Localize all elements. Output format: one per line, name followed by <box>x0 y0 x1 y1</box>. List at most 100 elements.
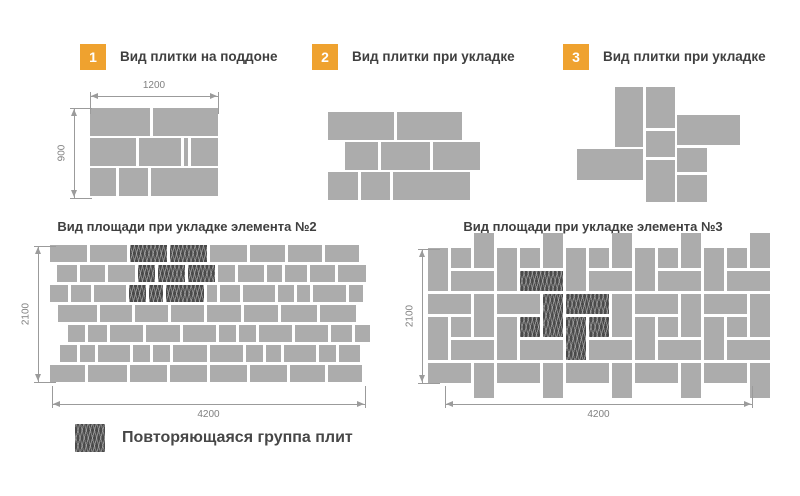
tile <box>50 365 85 382</box>
tile <box>325 245 359 262</box>
tile <box>259 325 292 342</box>
tile <box>677 175 707 202</box>
tile <box>90 108 150 136</box>
dim-label: 1200 <box>142 80 166 91</box>
dim-extension <box>52 386 53 408</box>
tile <box>428 363 471 383</box>
tile <box>250 245 285 262</box>
tile <box>393 172 470 200</box>
tile <box>173 345 207 362</box>
tile <box>646 131 675 157</box>
tile <box>290 365 325 382</box>
tile <box>750 363 770 398</box>
tile <box>474 363 494 398</box>
tile <box>451 317 471 337</box>
tile <box>243 285 275 302</box>
tile <box>266 345 281 362</box>
tile <box>278 285 294 302</box>
tile <box>50 285 68 302</box>
tile <box>451 248 471 268</box>
tile <box>133 345 150 362</box>
step-label-1: Вид плитки на поддоне <box>120 49 278 64</box>
tile <box>219 325 236 342</box>
tile-repeat-group <box>149 285 163 302</box>
step-label-3: Вид плитки при укладке <box>603 49 766 64</box>
dim-label: 2100 <box>404 304 416 328</box>
tile <box>250 365 287 382</box>
dim-arrow <box>53 401 60 407</box>
tile-repeat-group <box>520 271 563 291</box>
tile <box>80 345 95 362</box>
tile <box>589 248 609 268</box>
tile <box>677 115 740 145</box>
tile-repeat-group <box>188 265 215 282</box>
tile <box>497 317 517 360</box>
tile <box>520 340 563 360</box>
tile <box>244 305 278 322</box>
dim-extension <box>70 108 92 109</box>
tile <box>349 285 363 302</box>
tile <box>543 363 563 398</box>
tile <box>681 233 701 268</box>
tile <box>153 345 170 362</box>
tile <box>451 271 494 291</box>
dim-arrow <box>91 93 98 99</box>
dim-arrow <box>419 250 425 257</box>
tile <box>750 233 770 268</box>
tile <box>635 317 655 360</box>
dim-arrow <box>446 401 453 407</box>
dim-arrow <box>71 109 77 116</box>
tile <box>139 138 181 166</box>
dim-extension <box>34 246 56 247</box>
tile <box>295 325 328 342</box>
tile <box>88 365 127 382</box>
tile <box>635 248 655 291</box>
dim-extension <box>445 386 446 408</box>
tile <box>566 363 609 383</box>
tile <box>239 325 256 342</box>
tile <box>191 138 218 166</box>
tile <box>57 265 77 282</box>
tile <box>474 294 494 337</box>
tile <box>612 294 632 337</box>
tile <box>153 108 218 136</box>
tile <box>90 245 127 262</box>
step-badge-1: 1 <box>80 44 106 70</box>
dim-extension <box>365 386 366 408</box>
dim-label: 900 <box>56 144 68 162</box>
tile <box>110 325 143 342</box>
tile <box>184 138 188 166</box>
dim-label: 4200 <box>197 409 220 420</box>
dim-line <box>74 108 75 198</box>
tile <box>58 305 97 322</box>
tile <box>100 305 132 322</box>
area-title-element-3: Вид площади при укладке элемента №3 <box>463 219 723 234</box>
tile <box>497 363 540 383</box>
tile <box>281 305 317 322</box>
tile <box>428 294 471 314</box>
dim-arrow <box>35 374 41 381</box>
tile <box>635 363 678 383</box>
tile-repeat-group <box>566 294 609 314</box>
tile <box>207 305 241 322</box>
tile <box>433 142 480 170</box>
tile <box>135 305 168 322</box>
tile <box>727 340 770 360</box>
tile <box>428 248 448 291</box>
tile <box>285 265 307 282</box>
tile <box>328 172 358 200</box>
tile <box>220 285 240 302</box>
tile <box>497 294 540 314</box>
tile <box>497 248 517 291</box>
dim-extension <box>218 92 219 114</box>
dim-extension <box>34 382 56 383</box>
tile <box>658 317 678 337</box>
tile <box>319 345 336 362</box>
tile <box>207 285 217 302</box>
tile <box>288 245 322 262</box>
tile <box>338 265 366 282</box>
tile <box>68 325 85 342</box>
tile <box>119 168 148 196</box>
tile <box>646 87 675 128</box>
